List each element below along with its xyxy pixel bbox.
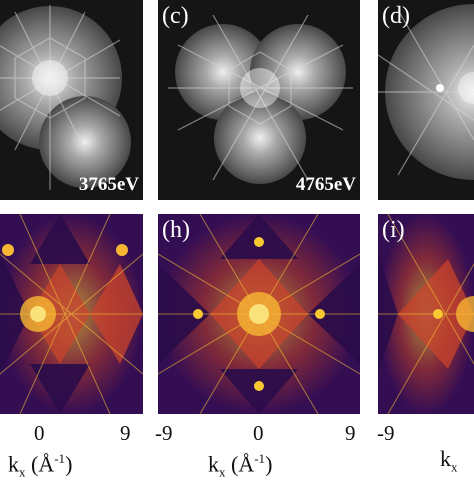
energy-label-c: 4765eV	[295, 174, 356, 195]
kikuchi-pattern-gray-3	[378, 4, 474, 180]
tick-label-neg9-panel3: -9	[377, 421, 395, 445]
panel-label-d: (d)	[382, 3, 410, 29]
x-axis-label-panel3: kx	[440, 446, 458, 475]
panel-label-i: (i)	[382, 217, 405, 243]
diffraction-panel-b: 3765eV	[0, 0, 143, 200]
center-glow-1	[32, 60, 68, 96]
kikuchi-pattern-inferno-3	[378, 214, 474, 414]
diffraction-panel-d: (d)	[378, 0, 474, 200]
center-glow-2	[240, 68, 280, 108]
tick-label-9-panel2: 9	[345, 421, 356, 445]
kikuchi-pattern-gray-1	[0, 5, 131, 190]
panel-label-c: (c)	[162, 3, 189, 29]
tick-label-0-panel2: 0	[253, 421, 264, 445]
tick-label-9-panel1: 9	[120, 421, 131, 445]
simulation-panel-i: (i)	[378, 214, 474, 414]
panel-label-h: (h)	[162, 217, 190, 243]
simulation-panel-h: (h)	[158, 214, 360, 414]
kikuchi-pattern-gray-2	[168, 14, 353, 184]
energy-label-b: 3765eV	[78, 174, 139, 195]
tick-label-0-panel1: 0	[34, 421, 45, 445]
simulation-panel-g	[0, 214, 143, 414]
x-axis-label-panel2: kx (Å-1)	[208, 451, 273, 480]
kikuchi-pattern-inferno-2	[158, 214, 360, 414]
x-axis-label-panel1: kx (Å-1)	[8, 451, 73, 480]
diffraction-panel-c: (c) 4765eV	[158, 0, 360, 200]
tick-label-neg9-panel2: -9	[155, 421, 173, 445]
kikuchi-pattern-inferno-1	[0, 214, 143, 414]
